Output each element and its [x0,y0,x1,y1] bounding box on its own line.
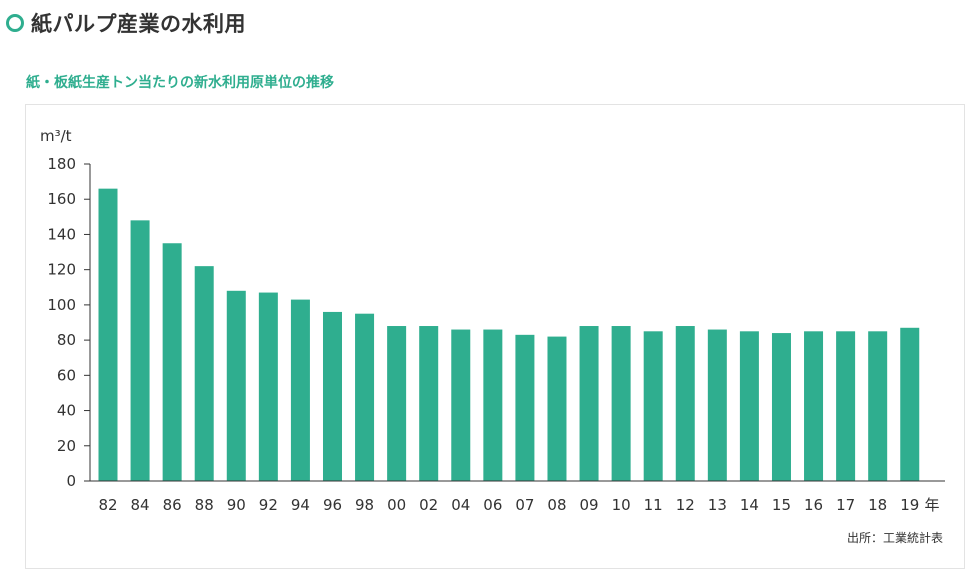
bars [98,188,920,481]
bar-10 [611,326,631,481]
x-tick-label: 04 [451,496,470,514]
chart-title: 紙・板紙生産トン当たりの新水利用原単位の推移 [26,75,334,91]
source-note: 出所：工業統計表 [847,530,943,545]
x-tick-label: 10 [612,496,631,514]
bar-92 [258,292,278,481]
x-tick-label: 94 [291,496,310,514]
chart-panel [25,104,965,569]
y-tick-label: 120 [47,261,76,279]
y-tick-label: 60 [57,366,76,384]
x-tick-label: 82 [98,496,117,514]
bar-19 [900,327,920,481]
bar-90 [226,290,246,481]
bar-18 [868,331,888,481]
y-tick-label: 160 [47,190,76,208]
bar-09 [579,326,599,481]
x-tick-label: 09 [580,496,599,514]
x-tick-label: 14 [740,496,759,514]
bar-88 [194,266,214,481]
x-tick-label: 18 [868,496,887,514]
x-tick-label: 15 [772,496,791,514]
bar-12 [675,326,695,481]
bar-16 [804,331,824,481]
bar-02 [419,326,439,481]
x-tick-label: 06 [483,496,502,514]
bar-98 [355,313,375,481]
x-tick-label: 12 [676,496,695,514]
x-tick-label: 08 [547,496,566,514]
bar-84 [130,220,150,481]
y-axis-ticks: 0 20 40 60 80 100 120 140 160 180 [47,155,90,490]
bar-86 [162,243,182,481]
x-tick-label: 90 [227,496,246,514]
x-tick-label: 13 [708,496,727,514]
page-title: 紙パルプ産業の水利用 [31,12,246,36]
y-tick-label: 0 [66,472,76,490]
x-tick-label: 07 [515,496,534,514]
bar-08 [547,336,567,481]
x-tick-label: 17 [836,496,855,514]
bar-82 [98,188,118,481]
bar-11 [643,331,663,481]
bar-06 [483,329,503,481]
x-tick-label: 00 [387,496,406,514]
x-tick-label: 11 [644,496,663,514]
x-tick-label: 19 [900,496,919,514]
y-tick-label: 40 [57,402,76,420]
x-tick-label: 98 [355,496,374,514]
y-tick-label: 140 [47,225,76,243]
bar-94 [290,299,310,481]
y-tick-label: 100 [47,296,76,314]
bar-14 [739,331,759,481]
y-tick-label: 180 [47,155,76,173]
x-axis-unit: 年 [924,496,939,514]
x-tick-label: 96 [323,496,342,514]
x-tick-label: 16 [804,496,823,514]
x-tick-label: 84 [131,496,150,514]
bar-15 [771,333,791,481]
x-tick-label: 86 [163,496,182,514]
x-tick-label: 88 [195,496,214,514]
y-tick-label: 20 [57,437,76,455]
bar-07 [515,334,535,481]
page-heading: 紙パルプ産業の水利用 [6,6,246,40]
bar-17 [836,331,856,481]
bar-13 [707,329,727,481]
x-tick-label: 02 [419,496,438,514]
x-axis-ticks: 82 84 86 88 90 92 94 96 98 00 02 04 06 07 08 09 10 11 12 13… [98,496,919,514]
bar-00 [387,326,407,481]
bar-04 [451,329,471,481]
circle-bullet-icon [6,14,24,32]
y-axis-unit: m³/t [40,127,72,145]
x-tick-label: 92 [259,496,278,514]
bar-96 [322,311,342,481]
y-tick-label: 80 [57,331,76,349]
